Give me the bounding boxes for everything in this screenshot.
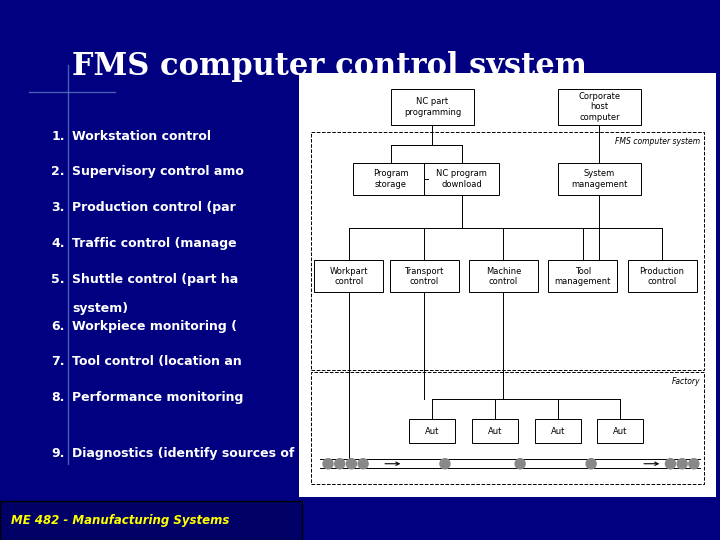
Bar (0, 501, 302, 540)
Text: 2.: 2. (51, 165, 65, 178)
Text: NC part
programming: NC part programming (404, 97, 461, 117)
Text: Aut: Aut (551, 427, 565, 436)
Text: 1.: 1. (51, 130, 65, 143)
Text: 9.: 9. (51, 447, 65, 460)
Text: Shuttle control (part ha: Shuttle control (part ha (72, 273, 238, 286)
Bar (299, 73, 716, 497)
Text: Transport
control: Transport control (405, 267, 444, 286)
Circle shape (586, 458, 596, 469)
Text: Aut: Aut (613, 427, 628, 436)
Text: Production
control: Production control (639, 267, 685, 286)
Text: 8.: 8. (51, 391, 65, 404)
Bar (598, 420, 644, 443)
Text: Corporate
host
computer: Corporate host computer (578, 92, 621, 122)
Text: FMS computer system: FMS computer system (616, 137, 701, 146)
Bar (549, 260, 617, 292)
Text: Tool
management: Tool management (554, 267, 611, 286)
Bar (558, 163, 642, 195)
Bar (390, 260, 459, 292)
Text: 3.: 3. (51, 201, 65, 214)
Circle shape (515, 458, 525, 469)
Circle shape (346, 458, 356, 469)
Text: Aut: Aut (488, 427, 503, 436)
Text: Workstation control: Workstation control (72, 130, 211, 143)
Circle shape (335, 458, 345, 469)
Circle shape (689, 458, 699, 469)
Text: Machine
control: Machine control (486, 267, 521, 286)
Text: Aut: Aut (426, 427, 440, 436)
Text: 5.: 5. (51, 273, 65, 286)
Text: 7.: 7. (51, 355, 65, 368)
Text: Performance monitoring: Performance monitoring (72, 391, 243, 404)
Bar (353, 163, 428, 195)
Text: Production control (par: Production control (par (72, 201, 235, 214)
Bar (311, 372, 704, 484)
Text: 4.: 4. (51, 237, 65, 249)
Text: Workpiece monitoring (: Workpiece monitoring ( (72, 320, 237, 333)
Text: Supervisory control amo: Supervisory control amo (72, 165, 244, 178)
Text: FMS computer control system: FMS computer control system (72, 51, 587, 82)
Text: 6.: 6. (51, 320, 65, 333)
Bar (315, 260, 383, 292)
Circle shape (677, 458, 687, 469)
Text: Program
storage: Program storage (373, 169, 408, 188)
Text: system): system) (72, 302, 128, 315)
Text: Traffic control (manage: Traffic control (manage (72, 237, 237, 249)
Bar (628, 260, 696, 292)
Bar (311, 132, 704, 369)
Text: Diagnostics (identify sources of error, preventive maintenance): Diagnostics (identify sources of error, … (72, 447, 518, 460)
Circle shape (665, 458, 675, 469)
Text: Tool control (location an: Tool control (location an (72, 355, 242, 368)
Text: ME 482 - Manufacturing Systems: ME 482 - Manufacturing Systems (11, 514, 229, 527)
Text: Factory: Factory (672, 377, 701, 386)
Bar (410, 420, 456, 443)
Bar (558, 89, 642, 125)
Bar (535, 420, 581, 443)
Bar (391, 89, 474, 125)
Circle shape (440, 458, 450, 469)
Text: Workpart
control: Workpart control (330, 267, 368, 286)
Bar (424, 163, 499, 195)
Bar (472, 420, 518, 443)
Circle shape (323, 458, 333, 469)
Circle shape (358, 458, 368, 469)
Text: NC program
download: NC program download (436, 169, 487, 188)
Bar (469, 260, 538, 292)
Text: System
management: System management (571, 169, 628, 188)
